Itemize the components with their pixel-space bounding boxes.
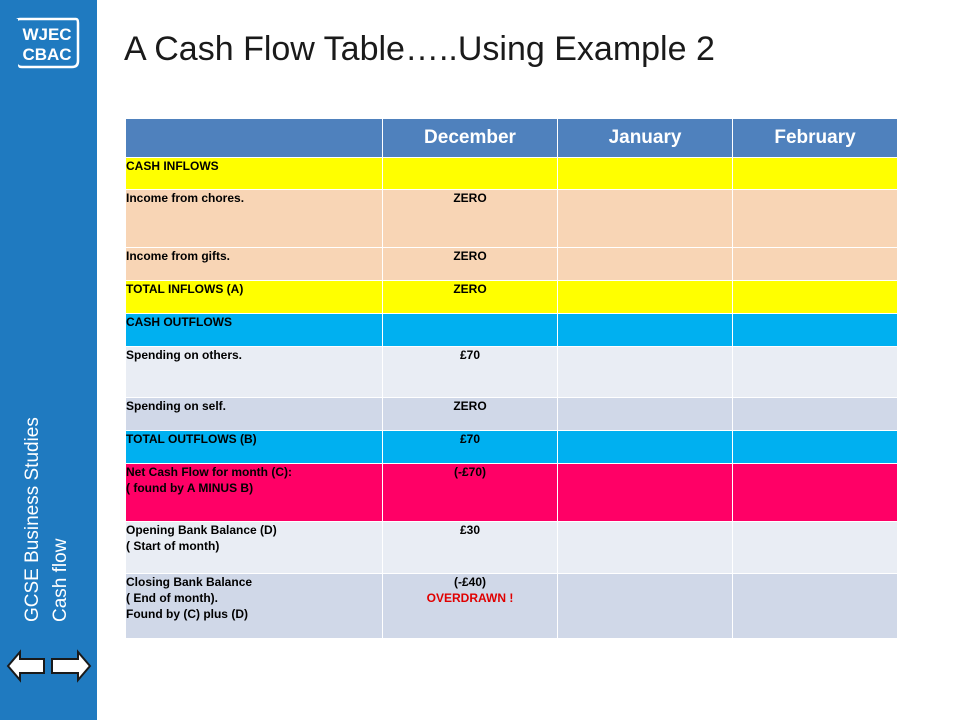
row-label-line: ( Start of month): [126, 539, 220, 553]
row-label: TOTAL OUTFLOWS (B): [125, 430, 383, 464]
table-row: TOTAL INFLOWS (A) ZERO: [125, 280, 898, 314]
header-february: February: [732, 118, 898, 158]
row-label: Income from chores.: [125, 189, 383, 248]
cell-january: [557, 346, 733, 398]
table-row: Income from chores. ZERO: [125, 189, 898, 248]
cell-january: [557, 189, 733, 248]
row-label-line: Found by (C) plus (D): [126, 607, 248, 621]
table-row: Spending on self. ZERO: [125, 397, 898, 431]
cell-january: [557, 521, 733, 574]
cell-december: (-£40) OVERDRAWN !: [382, 573, 558, 639]
cell-january: [557, 157, 733, 190]
overdrawn-label: OVERDRAWN !: [426, 591, 514, 605]
row-label-line: ( End of month).: [126, 591, 218, 605]
table-row: CASH OUTFLOWS: [125, 313, 898, 347]
table-row: TOTAL OUTFLOWS (B) £70: [125, 430, 898, 464]
cell-february: [732, 463, 898, 522]
row-label: Closing Bank Balance ( End of month). Fo…: [125, 573, 383, 639]
cell-january: [557, 280, 733, 314]
subject-label: GCSE Business Studies: [22, 417, 43, 622]
cell-february: [732, 521, 898, 574]
cell-february: [732, 573, 898, 639]
row-label-line: Opening Bank Balance (D): [126, 523, 277, 537]
row-label: Opening Bank Balance (D) ( Start of mont…: [125, 521, 383, 574]
cell-january: [557, 573, 733, 639]
cell-january: [557, 247, 733, 281]
cell-february: [732, 346, 898, 398]
cell-december: [382, 313, 558, 347]
cell-december: £70: [382, 430, 558, 464]
closing-balance-value: (-£40): [453, 575, 486, 589]
header-blank: [125, 118, 383, 158]
cell-january: [557, 430, 733, 464]
row-label-line: Net Cash Flow for month (C):: [126, 465, 292, 479]
row-label: TOTAL INFLOWS (A): [125, 280, 383, 314]
wjec-cbac-logo: WJEC CBAC: [14, 17, 80, 69]
topic-label: Cash flow: [50, 538, 71, 622]
cell-january: [557, 463, 733, 522]
cell-december: ZERO: [382, 280, 558, 314]
cell-february: [732, 397, 898, 431]
cell-january: [557, 397, 733, 431]
row-label: Spending on self.: [125, 397, 383, 431]
table-row: Closing Bank Balance ( End of month). Fo…: [125, 573, 898, 639]
cell-december: ZERO: [382, 247, 558, 281]
table-row: Opening Bank Balance (D) ( Start of mont…: [125, 521, 898, 574]
cell-february: [732, 430, 898, 464]
cell-february: [732, 247, 898, 281]
table-row: CASH INFLOWS: [125, 157, 898, 190]
cell-december: £30: [382, 521, 558, 574]
cell-february: [732, 157, 898, 190]
row-label-line: ( found by A MINUS B): [126, 481, 254, 495]
cell-january: [557, 313, 733, 347]
cell-february: [732, 313, 898, 347]
slide-title: A Cash Flow Table…..Using Example 2: [124, 30, 715, 68]
navigation-arrows: [6, 649, 92, 683]
table-row: Spending on others. £70: [125, 346, 898, 398]
row-label: CASH OUTFLOWS: [125, 313, 383, 347]
cell-february: [732, 280, 898, 314]
cell-december: ZERO: [382, 189, 558, 248]
row-label: Spending on others.: [125, 346, 383, 398]
header-december: December: [382, 118, 558, 158]
cell-december: £70: [382, 346, 558, 398]
cell-december: (-£70): [382, 463, 558, 522]
row-label: Net Cash Flow for month (C): ( found by …: [125, 463, 383, 522]
table-row: Net Cash Flow for month (C): ( found by …: [125, 463, 898, 522]
cell-december: ZERO: [382, 397, 558, 431]
cell-february: [732, 189, 898, 248]
cell-december: [382, 157, 558, 190]
cash-flow-table: December January February CASH INFLOWS I…: [125, 118, 898, 639]
row-label: CASH INFLOWS: [125, 157, 383, 190]
logo-line2: CBAC: [22, 45, 71, 64]
table-row: Income from gifts. ZERO: [125, 247, 898, 281]
row-label: Income from gifts.: [125, 247, 383, 281]
row-label-line: Closing Bank Balance: [126, 575, 253, 589]
logo-line1: WJEC: [22, 25, 71, 44]
table-header-row: December January February: [125, 118, 898, 158]
sidebar: WJEC CBAC GCSE Business Studies Cash flo…: [0, 0, 97, 720]
right-arrow-icon[interactable]: [51, 649, 92, 683]
left-arrow-icon[interactable]: [6, 649, 45, 683]
header-january: January: [557, 118, 733, 158]
